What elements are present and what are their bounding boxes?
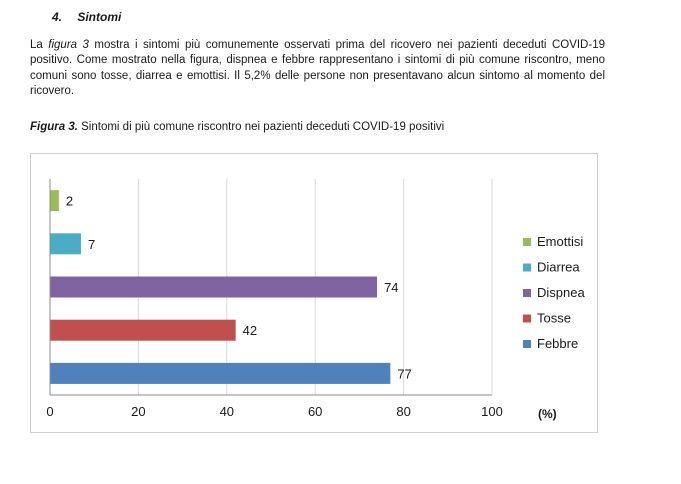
bar-diarrea — [50, 233, 81, 255]
legend-label-emottisi: Emottisi — [537, 234, 583, 249]
x-tick-label-20: 20 — [131, 404, 145, 419]
figure-reference: figura 3 — [48, 39, 89, 51]
data-label-tosse: 42 — [243, 323, 257, 338]
legend-swatch-febbre — [523, 340, 531, 348]
body-paragraph: La figura 3 mostra i sintomi più comunem… — [30, 38, 605, 100]
bar-dispnea — [50, 276, 378, 298]
chart-container: 2 7 74 42 77 0 20 40 60 80 100 (%) Emottisi Diarrea… — [30, 153, 598, 433]
figure-caption: Figura 3. Sintomi di più comune riscontr… — [30, 121, 444, 133]
x-axis-label: (%) — [538, 407, 557, 421]
legend-label-tosse: Tosse — [537, 311, 571, 326]
data-label-febbre: 77 — [397, 366, 411, 381]
bar-tosse — [50, 319, 236, 341]
x-tick-label-40: 40 — [220, 404, 234, 419]
section-title: Sintomi — [77, 10, 122, 24]
legend-swatch-dispnea — [523, 289, 531, 297]
symptoms-bar-chart: 2 7 74 42 77 0 20 40 60 80 100 (%) Emottisi Diarrea… — [46, 179, 585, 421]
data-label-diarrea: 7 — [88, 237, 95, 252]
legend-label-diarrea: Diarrea — [537, 260, 580, 275]
caption-text: Sintomi di più comune riscontro nei pazi… — [77, 121, 445, 133]
x-tick-label-0: 0 — [46, 404, 53, 419]
x-tick-label-80: 80 — [396, 404, 410, 419]
x-tick-label-60: 60 — [308, 404, 322, 419]
paragraph-part1: La — [30, 39, 49, 51]
legend-swatch-tosse — [523, 314, 531, 323]
legend-swatch-diarrea — [523, 263, 531, 272]
legend-swatch-emottisi — [523, 238, 531, 246]
section-number: 4. — [52, 10, 63, 24]
paragraph-part2: mostra i sintomi più comunemente osserva… — [30, 39, 605, 98]
data-label-emottisi: 2 — [66, 194, 73, 209]
legend-label-febbre: Febbre — [537, 336, 578, 351]
caption-label: Figura 3. — [30, 121, 78, 133]
legend-label-dispnea: Dispnea — [537, 285, 585, 300]
bar-emottisi — [50, 190, 59, 212]
x-tick-label-100: 100 — [481, 404, 503, 419]
section-heading: 4. Sintomi — [52, 10, 121, 24]
bar-febbre — [50, 362, 391, 384]
data-label-dispnea: 74 — [384, 280, 398, 295]
